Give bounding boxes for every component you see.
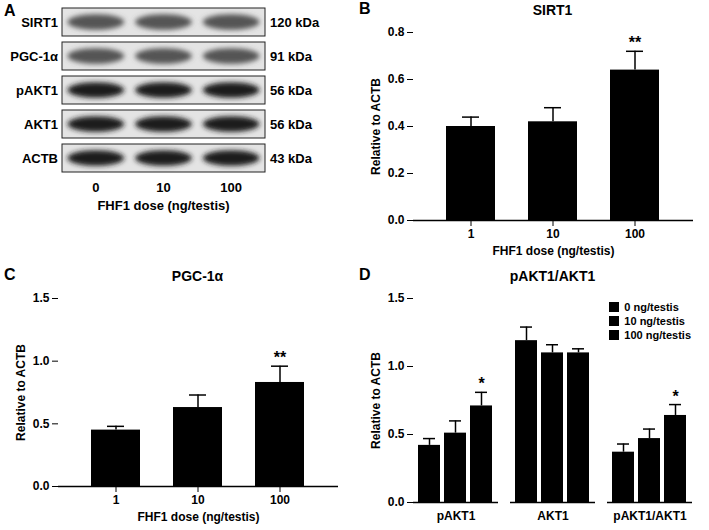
svg-text:*: *: [478, 375, 485, 392]
svg-text:91 kDa: 91 kDa: [270, 49, 313, 64]
svg-text:0.5: 0.5: [33, 417, 50, 431]
svg-text:Relative to ACTB: Relative to ACTB: [369, 78, 383, 175]
svg-text:100: 100: [270, 493, 290, 507]
svg-text:0: 0: [92, 180, 99, 195]
svg-text:AKT1: AKT1: [24, 117, 58, 132]
svg-text:FHF1 dose (ng/testis): FHF1 dose (ng/testis): [137, 510, 259, 524]
svg-text:1: 1: [468, 227, 475, 241]
svg-text:100: 100: [625, 227, 645, 241]
svg-text:pAKT1/AKT1: pAKT1/AKT1: [613, 509, 687, 523]
html-text:PGC-1α: PGC-1α: [171, 268, 224, 284]
svg-text:0.0: 0.0: [33, 479, 50, 493]
svg-text:**: **: [629, 34, 642, 51]
svg-text:SIRT1: SIRT1: [21, 15, 58, 30]
svg-text:0.5: 0.5: [388, 427, 405, 441]
svg-text:1.0: 1.0: [388, 359, 405, 373]
svg-text:0.8: 0.8: [388, 25, 405, 39]
svg-text:0.2: 0.2: [388, 166, 405, 180]
svg-text:1: 1: [113, 493, 120, 507]
html-text:B: B: [359, 0, 371, 17]
svg-text:10: 10: [156, 180, 170, 195]
svg-text:1.5: 1.5: [33, 291, 50, 305]
svg-text:0.6: 0.6: [388, 72, 405, 86]
svg-text:FHF1 dose (ng/testis): FHF1 dose (ng/testis): [97, 198, 229, 213]
svg-text:100: 100: [220, 180, 242, 195]
svg-text:0.0: 0.0: [388, 213, 405, 227]
svg-text:**: **: [274, 349, 287, 366]
svg-text:0.4: 0.4: [388, 119, 405, 133]
html-text:pAKT1/AKT1: pAKT1/AKT1: [509, 268, 596, 284]
html-text:0 ng/testis: 0 ng/testis: [624, 301, 679, 313]
html-text:C: C: [4, 266, 16, 283]
svg-text:43 kDa: 43 kDa: [270, 151, 313, 166]
html-text:SIRT1: SIRT1: [532, 2, 573, 18]
svg-text:10: 10: [546, 227, 560, 241]
svg-text:0.0: 0.0: [388, 495, 405, 509]
svg-text:10: 10: [191, 493, 205, 507]
svg-text:A: A: [4, 2, 16, 19]
svg-text:*: *: [672, 388, 679, 405]
svg-text:FHF1 dose (ng/testis): FHF1 dose (ng/testis): [492, 244, 614, 258]
svg-text:ACTB: ACTB: [22, 151, 58, 166]
html-text:10 ng/testis: 10 ng/testis: [624, 315, 685, 327]
html-text:D: D: [359, 266, 371, 283]
svg-text:Relative to ACTB: Relative to ACTB: [369, 352, 383, 449]
svg-text:120 kDa: 120 kDa: [270, 15, 320, 30]
html-text:100 ng/testis: 100 ng/testis: [624, 329, 691, 341]
svg-text:pAKT1: pAKT1: [16, 83, 58, 98]
svg-text:PGC-1α: PGC-1α: [10, 49, 58, 64]
svg-text:56 kDa: 56 kDa: [270, 83, 313, 98]
svg-text:56 kDa: 56 kDa: [270, 117, 313, 132]
svg-text:1.0: 1.0: [33, 354, 50, 368]
svg-text:AKT1: AKT1: [537, 509, 569, 523]
svg-text:Relative to ACTB: Relative to ACTB: [14, 344, 28, 441]
svg-text:pAKT1: pAKT1: [437, 509, 476, 523]
svg-text:1.5: 1.5: [388, 291, 405, 305]
